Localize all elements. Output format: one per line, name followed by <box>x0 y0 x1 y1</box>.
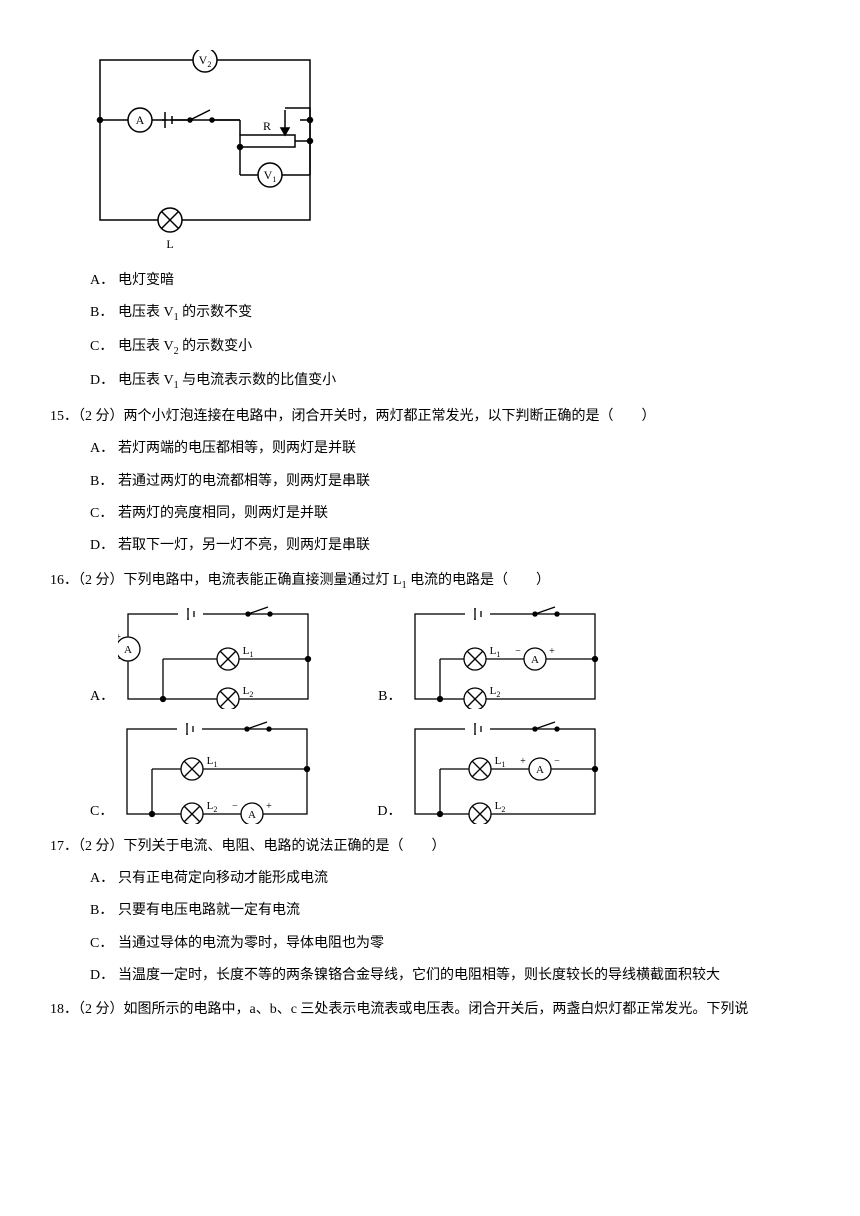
q15-stem: 15．（2 分）两个小灯泡连接在电路中，闭合开关时，两灯都正常发光，以下判断正确… <box>50 406 810 428</box>
svg-text:L1: L1 <box>490 645 501 659</box>
q16-circuit-b: A − + L1 L2 <box>405 604 605 709</box>
svg-text:L2: L2 <box>207 800 218 814</box>
option-label: B． <box>90 471 118 493</box>
r-label: R <box>263 119 271 133</box>
q14-option-d: D．电压表 V1 与电流表示数的比值变小 <box>90 370 810 394</box>
question-score: （2 分） <box>78 409 124 424</box>
question-text: 如图所示的电路中，a、b、c 三处表示电流表或电压表。闭合开关后，两盏白炽灯都正… <box>124 1002 749 1017</box>
svg-text:−: − <box>555 756 561 767</box>
option-text: 若取下一灯，另一灯不亮，则两灯是串联 <box>118 538 370 553</box>
option-label: B． <box>90 302 118 324</box>
q17-option-d: D．当温度一定时，长度不等的两条镍铬合金导线，它们的电阻相等，则长度较长的导线横… <box>90 965 810 987</box>
option-label: C． <box>90 933 118 955</box>
svg-text:L1: L1 <box>207 755 218 769</box>
q16-row-1: A． A <box>90 604 810 709</box>
q18-stem: 18．（2 分）如图所示的电路中，a、b、c 三处表示电流表或电压表。闭合开关后… <box>50 999 810 1021</box>
option-text: 当温度一定时，长度不等的两条镍铬合金导线，它们的电阻相等，则长度较长的导线横截面… <box>118 968 720 983</box>
option-text: 只有正电荷定向移动才能形成电流 <box>118 871 328 886</box>
option-label: D． <box>90 370 118 392</box>
option-label: B． <box>378 686 401 708</box>
svg-text:L1: L1 <box>495 755 506 769</box>
q14-option-b: B．电压表 V1 的示数不变 <box>90 302 810 326</box>
option-label: D． <box>377 801 401 823</box>
q16-circuit-a: A + − L1 L2 <box>118 604 318 709</box>
option-text: 电灯变暗 <box>118 273 174 288</box>
svg-text:+: + <box>521 756 527 767</box>
option-label: A． <box>90 686 114 708</box>
svg-text:A: A <box>124 644 132 656</box>
question-text: 下列电路中，电流表能正确直接测量通过灯 L1 电流的电路是（ ） <box>124 573 551 588</box>
q14-option-c: C．电压表 V2 的示数变小 <box>90 336 810 360</box>
svg-text:+: + <box>550 646 556 657</box>
svg-text:−: − <box>516 646 522 657</box>
question-number: 15． <box>50 409 78 424</box>
q14-circuit-diagram: V2 A R V1 L <box>90 50 810 260</box>
svg-text:−: − <box>233 801 239 812</box>
q17-stem: 17．（2 分）下列关于电流、电阻、电路的说法正确的是（ ） <box>50 836 810 858</box>
svg-text:+: + <box>267 801 273 812</box>
q16-circuit-c: A − + L1 L2 <box>117 719 317 824</box>
q16-option-d: D． A + − L1 L2 <box>377 719 605 824</box>
question-text: 下列关于电流、电阻、电路的说法正确的是（ ） <box>124 839 446 854</box>
option-text: 只要有电压电路就一定有电流 <box>118 903 300 918</box>
q16-circuit-d: A + − L1 L2 <box>405 719 605 824</box>
svg-text:A: A <box>531 654 539 666</box>
option-label: A． <box>90 438 118 460</box>
q14-option-a: A．电灯变暗 <box>90 270 810 292</box>
option-text: 电压表 V1 与电流表示数的比值变小 <box>118 373 336 388</box>
q15-option-a: A．若灯两端的电压都相等，则两灯是并联 <box>90 438 810 460</box>
q16-option-b: B． A − + L1 L2 <box>378 604 605 709</box>
svg-text:L2: L2 <box>495 800 506 814</box>
option-text: 若通过两灯的电流都相等，则两灯是串联 <box>118 474 370 489</box>
question-text: 两个小灯泡连接在电路中，闭合开关时，两灯都正常发光，以下判断正确的是（ ） <box>124 409 656 424</box>
q17-option-c: C．当通过导体的电流为零时，导体电阻也为零 <box>90 933 810 955</box>
svg-text:A: A <box>248 809 256 821</box>
svg-text:+: + <box>118 632 121 643</box>
option-label: D． <box>90 535 118 557</box>
option-label: C． <box>90 336 118 358</box>
svg-text:L2: L2 <box>490 685 501 699</box>
q17-option-a: A．只有正电荷定向移动才能形成电流 <box>90 868 810 890</box>
option-label: A． <box>90 270 118 292</box>
q15-option-b: B．若通过两灯的电流都相等，则两灯是串联 <box>90 471 810 493</box>
q15-option-d: D．若取下一灯，另一灯不亮，则两灯是串联 <box>90 535 810 557</box>
svg-text:−: − <box>118 654 121 665</box>
option-text: 电压表 V1 的示数不变 <box>118 305 252 320</box>
q16-row-2: C． A − + L1 L2 <box>90 719 810 824</box>
question-score: （2 分） <box>78 1002 124 1017</box>
svg-text:A: A <box>536 764 544 776</box>
q17-option-b: B．只要有电压电路就一定有电流 <box>90 900 810 922</box>
q16-option-a: A． A <box>90 604 318 709</box>
q16-option-c: C． A − + L1 L2 <box>90 719 317 824</box>
l-label: L <box>166 237 173 251</box>
svg-text:L2: L2 <box>243 685 254 699</box>
option-label: C． <box>90 503 118 525</box>
question-score: （2 分） <box>78 839 124 854</box>
a-label: A <box>136 113 145 127</box>
option-label: D． <box>90 965 118 987</box>
option-label: C． <box>90 801 113 823</box>
question-number: 17． <box>50 839 78 854</box>
option-text: 若两灯的亮度相同，则两灯是并联 <box>118 506 328 521</box>
option-label: A． <box>90 868 118 890</box>
option-text: 电压表 V2 的示数变小 <box>118 339 252 354</box>
option-text: 若灯两端的电压都相等，则两灯是并联 <box>118 441 356 456</box>
question-number: 18． <box>50 1002 78 1017</box>
option-text: 当通过导体的电流为零时，导体电阻也为零 <box>118 936 384 951</box>
q15-option-c: C．若两灯的亮度相同，则两灯是并联 <box>90 503 810 525</box>
question-number: 16． <box>50 573 78 588</box>
q16-stem: 16．（2 分）下列电路中，电流表能正确直接测量通过灯 L1 电流的电路是（ ） <box>50 570 810 594</box>
question-score: （2 分） <box>78 573 124 588</box>
option-label: B． <box>90 900 118 922</box>
svg-text:L1: L1 <box>243 645 254 659</box>
